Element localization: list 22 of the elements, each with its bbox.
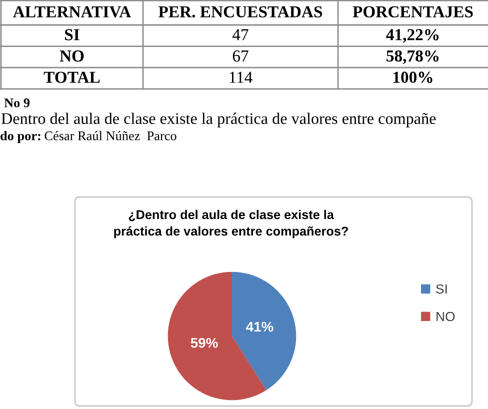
text: César Raúl Núñez Parco bbox=[44, 131, 176, 140]
legend-label: NO bbox=[436, 312, 455, 322]
data-label: 41% bbox=[246, 322, 274, 332]
text: do por: bbox=[0, 131, 40, 143]
text: PER. ENCUESTADAS bbox=[158, 6, 322, 18]
data-label: 59% bbox=[190, 338, 218, 348]
category-label: NO bbox=[60, 50, 84, 62]
legend-label: SI bbox=[436, 284, 447, 294]
data-label: 47 bbox=[232, 29, 248, 40]
data-label: 114 bbox=[230, 72, 252, 83]
text: Dentro del aula de clase existe la práctica de valores entre compañe bbox=[1, 112, 436, 128]
text: No 9 bbox=[4, 98, 30, 108]
category-label: SI bbox=[65, 29, 80, 40]
text: ALTERNATIVA bbox=[13, 6, 132, 18]
category-label: TOTAL bbox=[44, 72, 100, 83]
pie-slice bbox=[232, 272, 296, 390]
data-label: 67 bbox=[232, 50, 248, 62]
text: PORCENTAJES bbox=[352, 6, 473, 18]
data-label: 41,22% bbox=[386, 29, 439, 43]
data-label: 58,78% bbox=[386, 50, 439, 64]
data-label: 100% bbox=[394, 72, 432, 83]
chart-title: ¿Dentro del aula de clase existe la práctica de valores entre compañeros? bbox=[114, 210, 348, 238]
